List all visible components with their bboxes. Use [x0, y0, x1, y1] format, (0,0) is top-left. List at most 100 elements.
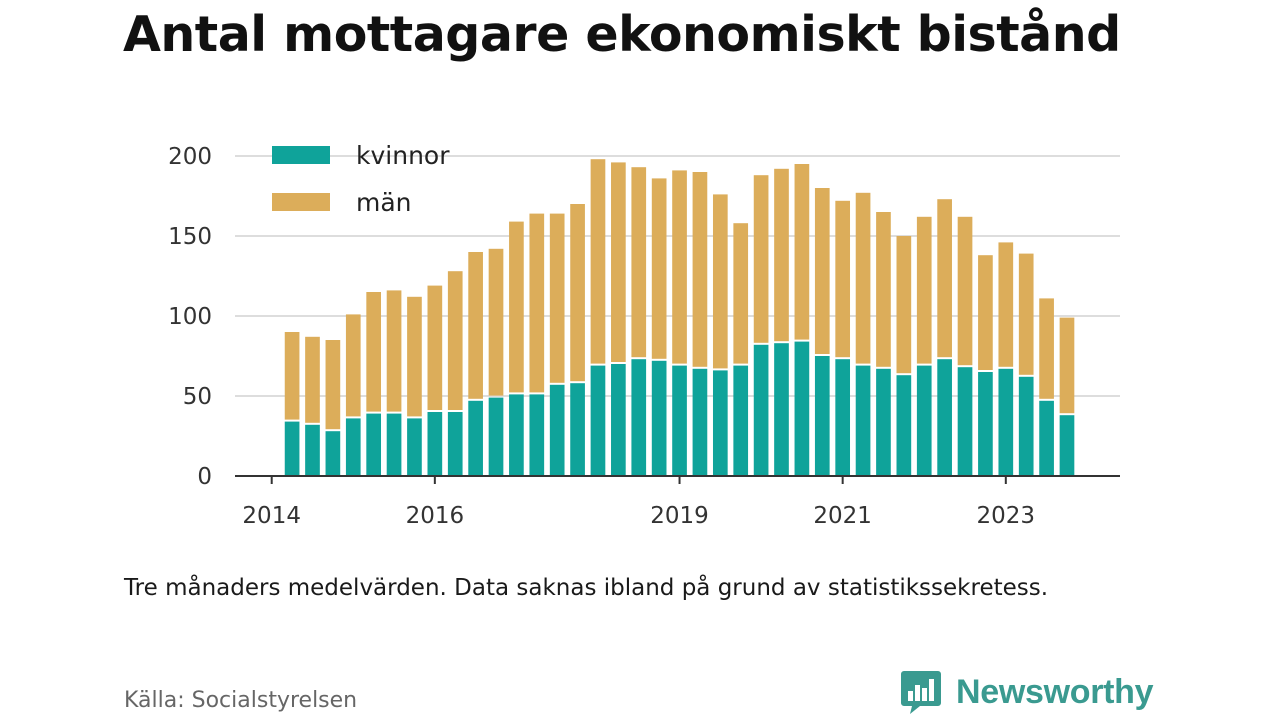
x-tick-label: 2021 [813, 503, 872, 529]
legend-swatch [272, 146, 330, 164]
bar-man [529, 213, 545, 393]
bar-kvinnor [651, 360, 667, 476]
bar-kvinnor [794, 341, 810, 476]
bar-kvinnor [814, 356, 830, 476]
newsworthy-logo-icon [901, 671, 941, 714]
chart-note: Tre månaders medelvärden. Data saknas ib… [124, 575, 1049, 601]
bar-man [407, 296, 422, 417]
bar-kvinnor [325, 431, 341, 476]
bar-man [794, 164, 810, 340]
bar-man [345, 314, 361, 417]
bar-man [386, 290, 402, 412]
legend-swatch [272, 193, 330, 211]
bar-kvinnor [733, 365, 749, 476]
bar-kvinnor [529, 394, 545, 476]
bar-kvinnor [549, 384, 565, 476]
bar-kvinnor [774, 343, 789, 476]
bar-man [427, 285, 443, 410]
bar-man [1039, 298, 1054, 399]
x-tick-label: 2019 [650, 503, 709, 529]
bar-man [978, 255, 993, 370]
bar-kvinnor [631, 359, 647, 476]
bar-kvinnor [916, 365, 932, 476]
bar-kvinnor [366, 413, 382, 476]
bar-kvinnor [386, 413, 402, 476]
bar-man [468, 252, 483, 399]
bar-kvinnor [876, 368, 891, 476]
bar-man [998, 242, 1014, 367]
bar-kvinnor [509, 394, 524, 476]
bar-man [284, 332, 300, 420]
bar-kvinnor [447, 412, 463, 476]
y-tick-label: 0 [197, 464, 212, 490]
bar-kvinnor [468, 400, 483, 476]
bar-kvinnor [1039, 400, 1054, 476]
legend-item: kvinnor [272, 141, 450, 170]
bar-man [509, 221, 524, 393]
bar-man [733, 223, 749, 364]
bar-kvinnor [611, 364, 626, 476]
bar-man [916, 216, 932, 364]
bar-man [835, 200, 851, 358]
legend-label: män [356, 188, 412, 217]
bar-man [774, 168, 789, 342]
bar-kvinnor [998, 368, 1014, 476]
bar-kvinnor [284, 421, 300, 476]
brand-name: Newsworthy [956, 672, 1154, 711]
bar-man [814, 188, 830, 354]
bar-kvinnor [855, 365, 871, 476]
x-tick-label: 2014 [242, 503, 301, 529]
bar-man [957, 216, 973, 366]
chart-title: Antal mottagare ekonomiskt bistånd [123, 6, 1121, 63]
bar-kvinnor [590, 365, 606, 476]
bar-man [672, 170, 687, 364]
bar-man [570, 204, 585, 382]
bar-kvinnor [488, 397, 504, 476]
bar-chart: 0 50 100 150 200 2014 2016 2019 2021 2023 kvinnor… [168, 141, 1120, 529]
bar-man [611, 162, 626, 362]
axes: 0 50 100 150 200 2014 2016 2019 2021 2023 [168, 144, 1120, 529]
bar-man [1059, 317, 1075, 414]
x-tick-label: 2016 [406, 503, 465, 529]
bars [284, 159, 1075, 476]
bar-man [753, 175, 769, 343]
bar-kvinnor [896, 375, 912, 476]
bar-man [305, 336, 320, 423]
bar-man [712, 194, 728, 369]
bar-man [692, 172, 708, 367]
bar-man [1018, 253, 1034, 375]
bar-kvinnor [1018, 376, 1034, 476]
bar-kvinnor [570, 383, 585, 476]
bar-kvinnor [305, 424, 320, 476]
legend-label: kvinnor [356, 141, 450, 170]
bar-kvinnor [978, 372, 993, 476]
bar-kvinnor [937, 359, 952, 476]
bar-kvinnor [712, 370, 728, 476]
y-tick-label: 200 [168, 144, 212, 170]
legend: kvinnor män [272, 141, 450, 217]
y-tick-label: 50 [183, 384, 212, 410]
bar-man [488, 248, 504, 396]
bar-kvinnor [345, 418, 361, 476]
bar-man [937, 199, 952, 358]
bar-man [590, 159, 606, 364]
x-tick-label: 2023 [977, 503, 1036, 529]
bar-man [651, 178, 667, 359]
bar-kvinnor [427, 412, 443, 476]
bar-kvinnor [692, 368, 708, 476]
bar-man [855, 192, 871, 364]
brand-logo: Newsworthy [900, 670, 1154, 714]
bar-kvinnor [672, 365, 687, 476]
bar-kvinnor [957, 367, 973, 476]
y-tick-label: 150 [168, 224, 212, 250]
legend-item: män [272, 188, 412, 217]
bar-kvinnor [835, 359, 851, 476]
bar-man [549, 213, 565, 383]
bar-kvinnor [1059, 415, 1075, 476]
bar-man [631, 167, 647, 358]
source-text: Källa: Socialstyrelsen [124, 688, 358, 713]
bar-man [896, 236, 912, 374]
bar-man [876, 212, 891, 367]
bar-kvinnor [407, 418, 422, 476]
y-tick-label: 100 [168, 304, 212, 330]
